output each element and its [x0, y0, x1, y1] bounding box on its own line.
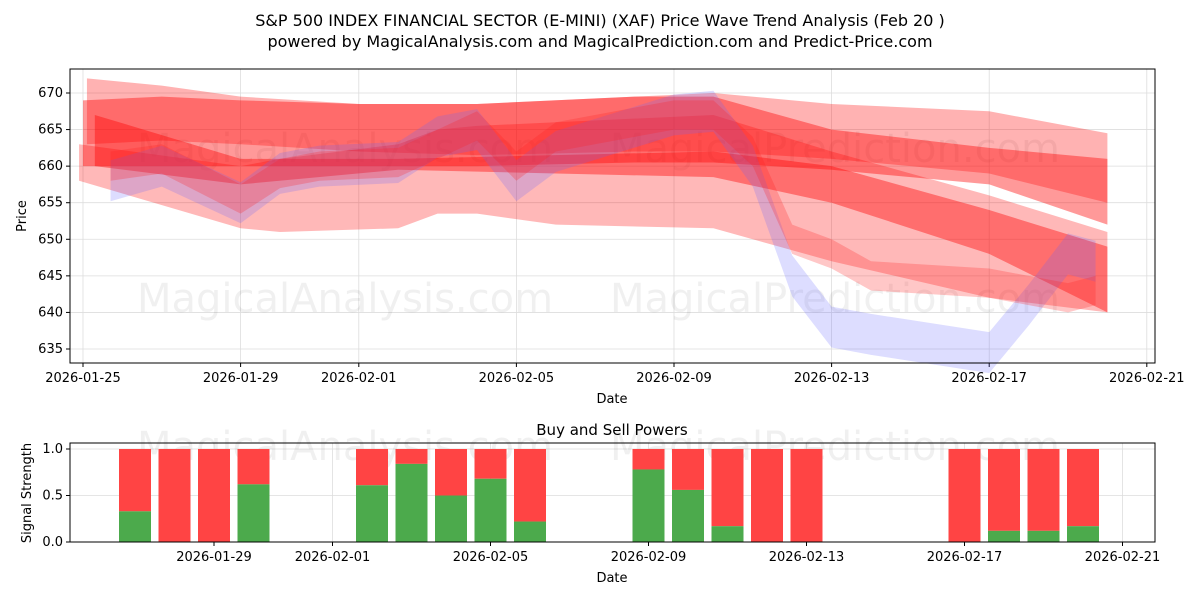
y-tick-label: 640 [38, 305, 63, 320]
buy-bar [514, 521, 546, 542]
chart-title: S&P 500 INDEX FINANCIAL SECTOR (E-MINI) … [255, 11, 945, 30]
y-tick-label: 670 [38, 86, 63, 101]
y-tick-label: 635 [38, 342, 63, 357]
y-axis-label: Price [15, 200, 30, 232]
sell-bar [435, 449, 467, 496]
watermark: MagicalPrediction.com [610, 126, 1060, 172]
watermark: MagicalAnalysis.com [137, 276, 553, 322]
sell-bar [158, 449, 191, 542]
chart-subtitle: powered by MagicalAnalysis.com and Magic… [267, 32, 932, 51]
sell-bar [514, 449, 546, 522]
sell-bar [672, 449, 704, 490]
x-tick-label: 2026-02-13 [769, 550, 845, 565]
buy-bar [435, 495, 467, 542]
buy-bar [474, 478, 507, 542]
y-tick-label: 0.5 [42, 489, 63, 504]
buy-bar [711, 526, 744, 542]
buy-bar [988, 530, 1020, 542]
trend-band [110, 100, 1096, 313]
x-tick-label: 2026-02-01 [295, 550, 371, 565]
y-tick-label: 655 [38, 196, 63, 211]
x-tick-label: 2026-02-21 [1085, 550, 1161, 565]
x-tick-label: 2026-02-01 [321, 371, 397, 386]
y-tick-label: 1.0 [42, 442, 63, 457]
x-axis-label: Date [596, 571, 627, 586]
watermark: MagicalAnalysis.com [137, 126, 553, 172]
sell-bar [751, 449, 783, 542]
x-tick-label: 2026-02-05 [453, 550, 529, 565]
sell-bar [948, 449, 981, 542]
sell-bar [1067, 449, 1099, 527]
sell-bar [988, 449, 1020, 531]
trend-band [79, 114, 1108, 313]
trend-band [110, 90, 1096, 374]
buy-bar [395, 463, 428, 542]
sell-bar [237, 449, 270, 485]
plot-frame [69, 68, 1156, 364]
sell-bar [632, 449, 665, 470]
sell-bar [790, 449, 823, 542]
x-tick-label: 2026-02-13 [794, 371, 870, 386]
trend-band [94, 114, 1108, 313]
y-tick-label: 660 [38, 159, 63, 174]
sell-bar [474, 449, 507, 479]
buy-bar [119, 511, 151, 542]
y-tick-label: 665 [38, 123, 63, 138]
x-tick-label: 2026-01-29 [203, 371, 279, 386]
x-axis-label: Date [596, 392, 627, 407]
y-tick-label: 645 [38, 269, 63, 284]
x-tick-label: 2026-02-09 [611, 550, 687, 565]
trend-band [83, 96, 1108, 225]
buy-bar [672, 489, 704, 542]
plot-frame [69, 442, 1156, 543]
trend-band [86, 78, 1108, 203]
sell-bar [1027, 449, 1060, 531]
x-tick-label: 2026-01-29 [176, 550, 252, 565]
sell-bar [198, 449, 230, 542]
x-tick-label: 2026-02-09 [636, 371, 712, 386]
x-tick-label: 2026-02-17 [927, 550, 1003, 565]
sell-bar [711, 449, 744, 527]
subchart-title: Buy and Sell Powers [536, 421, 688, 439]
x-tick-label: 2026-02-21 [1109, 371, 1185, 386]
y-tick-label: 0.0 [42, 535, 63, 550]
buy-bar [356, 485, 388, 542]
x-tick-label: 2026-02-05 [479, 371, 555, 386]
watermark: MagicalPrediction.com [610, 276, 1060, 322]
x-tick-label: 2026-02-17 [951, 371, 1027, 386]
buy-bar [1067, 526, 1099, 542]
y-tick-label: 650 [38, 232, 63, 247]
x-tick-label: 2026-01-25 [45, 371, 121, 386]
sell-bar [395, 449, 428, 464]
sell-bar [356, 449, 388, 486]
buy-bar [632, 469, 665, 542]
sell-bar [119, 449, 151, 512]
y-axis-label: Signal Strength [20, 443, 35, 543]
buy-bar [1027, 530, 1060, 542]
buy-bar [237, 484, 270, 542]
